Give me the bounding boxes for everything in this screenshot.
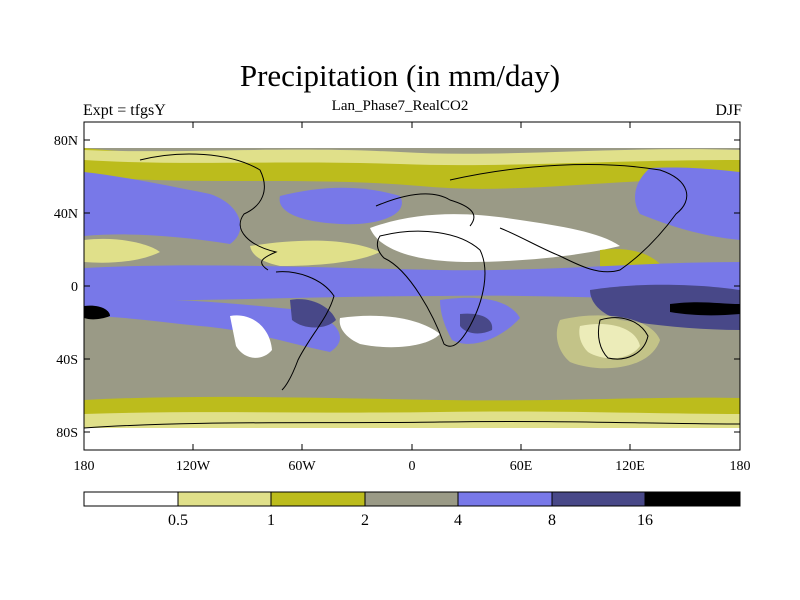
coast-north-america xyxy=(139,153,278,271)
colorbar-bin-5 xyxy=(458,492,552,506)
field-natl-storm xyxy=(279,187,402,225)
colorbar-label-0-5: 0.5 xyxy=(168,512,188,529)
colorbar-bin-4 xyxy=(365,492,458,506)
field-max-west xyxy=(84,305,110,320)
lon-tick-180w: 180 xyxy=(74,459,95,474)
precip-field xyxy=(84,122,740,450)
lon-tick-0: 0 xyxy=(409,459,416,474)
colorbar-bin-2 xyxy=(178,492,271,506)
field-sahara-dry xyxy=(370,214,620,262)
season-label: DJF xyxy=(715,102,742,119)
plot-title: Precipitation (in mm/day) xyxy=(239,58,561,93)
lat-tick-40n: 40N xyxy=(54,207,78,222)
lat-tick-80n: 80N xyxy=(54,134,78,149)
field-npac-west xyxy=(635,167,740,240)
colorbar-bin-3 xyxy=(271,492,365,506)
colorbar-bin-6 xyxy=(552,492,645,506)
colorbar-frame xyxy=(83,491,741,507)
field-natl-subtrop xyxy=(250,240,380,266)
lon-tick-180e: 180 xyxy=(730,459,751,474)
field-antarctic-dry xyxy=(84,428,740,450)
lon-tick-60e: 60E xyxy=(510,459,533,474)
field-max-east xyxy=(670,302,740,316)
field-sepac-dry xyxy=(230,315,272,358)
colorbar-label-4: 4 xyxy=(454,512,462,529)
lat-tick-40s: 40S xyxy=(56,353,78,368)
lon-tick-60w: 60W xyxy=(288,459,316,474)
coast-africa xyxy=(376,230,486,347)
field-amazon xyxy=(290,299,336,328)
lon-tick-120e: 120E xyxy=(615,459,645,474)
field-spcz-east xyxy=(84,298,340,352)
field-north-light xyxy=(84,149,740,166)
lat-tick-marks xyxy=(84,139,740,433)
coastlines xyxy=(84,153,740,429)
colorbar-label-8: 8 xyxy=(548,512,556,529)
coast-asia xyxy=(449,164,688,273)
colorbar-bin-1 xyxy=(84,492,178,506)
coast-europe xyxy=(375,193,475,227)
lon-tick-marks xyxy=(83,122,631,450)
coast-antarctica xyxy=(84,420,740,429)
lat-tick-80s: 80S xyxy=(56,426,78,441)
field-south-light xyxy=(84,411,740,431)
colorbar-label-16: 16 xyxy=(637,512,653,529)
colorbar-label-2: 2 xyxy=(361,512,369,529)
field-satl-dry xyxy=(339,315,440,348)
colorbar-bin-7 xyxy=(645,492,740,506)
lat-tick-0: 0 xyxy=(71,280,78,295)
field-itcz xyxy=(84,262,740,301)
coast-australia xyxy=(597,317,649,360)
plot-subtitle: Lan_Phase7_RealCO2 xyxy=(331,98,469,114)
experiment-label: Expt = tfgsY xyxy=(83,102,166,119)
lon-tick-120w: 120W xyxy=(176,459,211,474)
colorbar xyxy=(83,491,741,507)
colorbar-label-1: 1 xyxy=(267,512,275,529)
field-npac-storm xyxy=(84,172,241,244)
coast-south-america xyxy=(275,271,335,391)
field-npac-subtrop xyxy=(84,238,160,263)
